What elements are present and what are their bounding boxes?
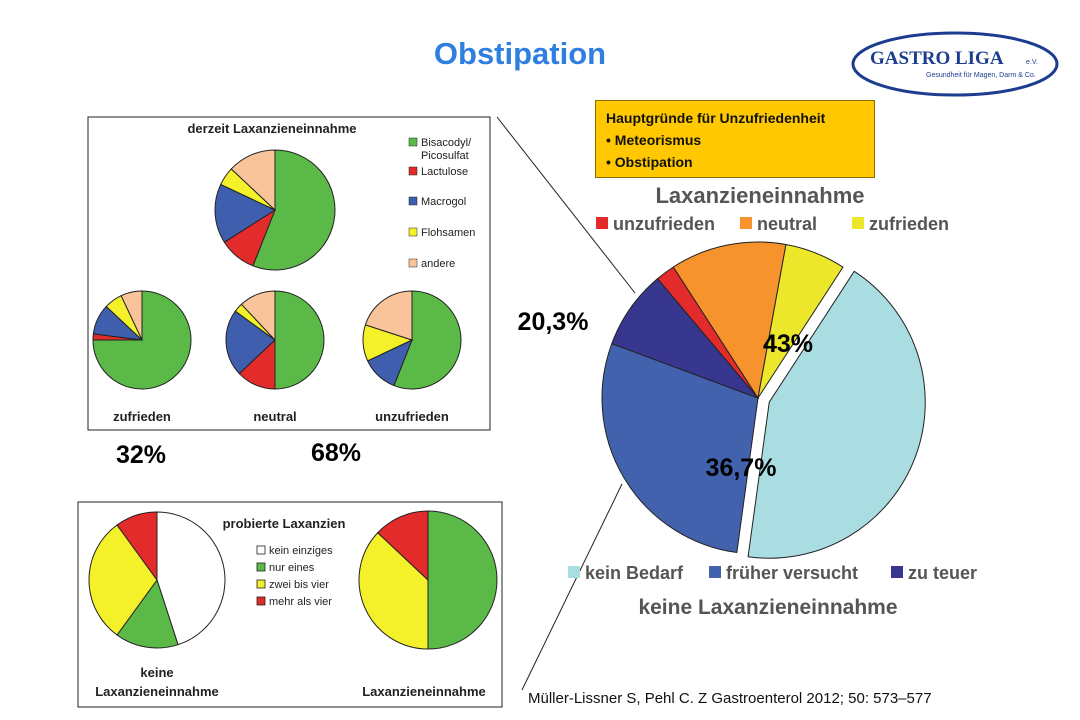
legend-label: nur eines [269, 562, 315, 574]
reason-item: Obstipation [606, 151, 864, 173]
legend-swatch [596, 217, 608, 229]
tried-laxatives-pie [358, 510, 498, 650]
current-laxative-slice [393, 290, 462, 390]
legend-swatch [256, 562, 266, 572]
connector-line [496, 116, 636, 294]
legend-swatch [852, 217, 864, 229]
current-laxative-pie [214, 149, 336, 271]
main-pie-title: Laxanzieneinnahme [655, 183, 864, 208]
pct-no-label: 68% [311, 439, 361, 467]
legend-swatch [408, 166, 418, 176]
legend-label: kein einziges [269, 545, 333, 557]
gastroliga-logo: GASTRO LIGA e.V. Gesundheit für Magen, D… [851, 31, 1059, 97]
tried-laxatives-slice [156, 511, 226, 646]
legend-label: früher versucht [726, 563, 858, 583]
tried-laxatives-slice [427, 510, 498, 650]
logo-suffix: e.V. [1026, 59, 1038, 66]
legend-label: zwei bis vier [269, 579, 329, 591]
legend-label: andere [421, 258, 455, 270]
legend-swatch [891, 566, 903, 578]
legend-label: Flohsamen [421, 227, 475, 239]
current-laxative-slice [240, 290, 276, 342]
main-pie-slice [747, 270, 926, 559]
tried-laxatives-pie [88, 511, 226, 649]
tried-laxatives-slice [88, 524, 158, 636]
current-laxative-slice [225, 310, 276, 375]
main-legend-top: unzufrieden neutral zufrieden [596, 214, 949, 234]
connector-line [521, 483, 623, 691]
citation: Müller-Lissner S, Pehl C. Z Gastroentero… [528, 690, 932, 707]
pie-label: Laxanzieneinnahme [362, 684, 486, 699]
main-legend-bottom: kein Bedarf früher versucht zu teuer [568, 563, 977, 583]
current-laxative-slice [230, 149, 276, 212]
legend-label: Bisacodyl/Picosulfat [421, 137, 472, 162]
legend-swatch [740, 217, 752, 229]
legend-label: Macrogol [421, 196, 466, 208]
tried-laxatives-title: probierte Laxanzien [223, 516, 346, 531]
tried-laxatives-legend: kein einziges nur eines zwei bis vier mehr … [256, 545, 333, 608]
logo-tagline: Gesundheit für Magen, Darm & Co. [926, 72, 1036, 79]
legend-label: zufrieden [869, 214, 949, 234]
current-laxative-slice [214, 183, 277, 243]
pct-kein-bedarf-label: 43% [763, 330, 813, 358]
pct-frueher-label: 36,7% [706, 454, 777, 482]
legend-swatch [256, 596, 266, 606]
pie-label: neutral [253, 409, 296, 424]
page-title: Obstipation [433, 36, 607, 71]
current-laxative-slice [120, 290, 143, 341]
reason-item: Meteorismus [606, 129, 864, 151]
pct-yes-label: 32% [116, 441, 166, 469]
legend-label: zu teuer [908, 563, 977, 583]
pie-label: zufrieden [113, 409, 171, 424]
tried-laxatives-slice [116, 578, 179, 649]
legend-label: kein Bedarf [585, 563, 684, 583]
current-laxative-slice [274, 290, 325, 390]
legend-label: neutral [757, 214, 817, 234]
current-laxative-legend: Bisacodyl/Picosulfat Lactulose Macrogol Flo… [408, 137, 475, 270]
current-laxative-pie: unzufrieden [362, 290, 462, 424]
logo-text: GASTRO LIGA [870, 48, 1004, 69]
tried-laxatives-slice [116, 511, 158, 582]
legend-swatch [709, 566, 721, 578]
legend-swatch [408, 196, 418, 206]
pct-satisfied-label: 20,3% [518, 308, 589, 336]
main-pie-slice [601, 342, 759, 554]
pie-label: Laxanzieneinnahme [95, 684, 219, 699]
legend-swatch [408, 137, 418, 147]
legend-label: Lactulose [421, 166, 468, 178]
current-laxative-slice [252, 149, 336, 271]
legend-swatch [256, 545, 266, 555]
tried-laxatives-slice [358, 532, 429, 650]
main-reasons-box: Hauptgründe für Unzufriedenheit Meteoris… [595, 100, 875, 178]
legend-swatch [408, 227, 418, 237]
main-pie-slice [757, 243, 844, 399]
main-pie-subtitle: keine Laxanzieneinnahme [638, 596, 897, 619]
main-reasons-title: Hauptgründe für Unzufriedenheit [606, 110, 826, 126]
main-pie-slice [672, 241, 787, 400]
legend-label: unzufrieden [613, 214, 715, 234]
legend-label: mehr als vier [269, 596, 332, 608]
current-laxative-pie: neutral [225, 290, 325, 424]
legend-swatch [256, 579, 266, 589]
pie-label: unzufrieden [375, 409, 449, 424]
current-laxative-slice [92, 290, 192, 390]
legend-swatch [408, 258, 418, 268]
legend-swatch [568, 566, 580, 578]
current-laxative-pie: zufrieden [92, 290, 192, 424]
pie-label: keine [140, 665, 173, 680]
tried-laxatives-slice [376, 510, 429, 582]
current-laxative-slice [364, 290, 413, 341]
current-laxative-title: derzeit Laxanzieneinnahme [187, 121, 356, 136]
